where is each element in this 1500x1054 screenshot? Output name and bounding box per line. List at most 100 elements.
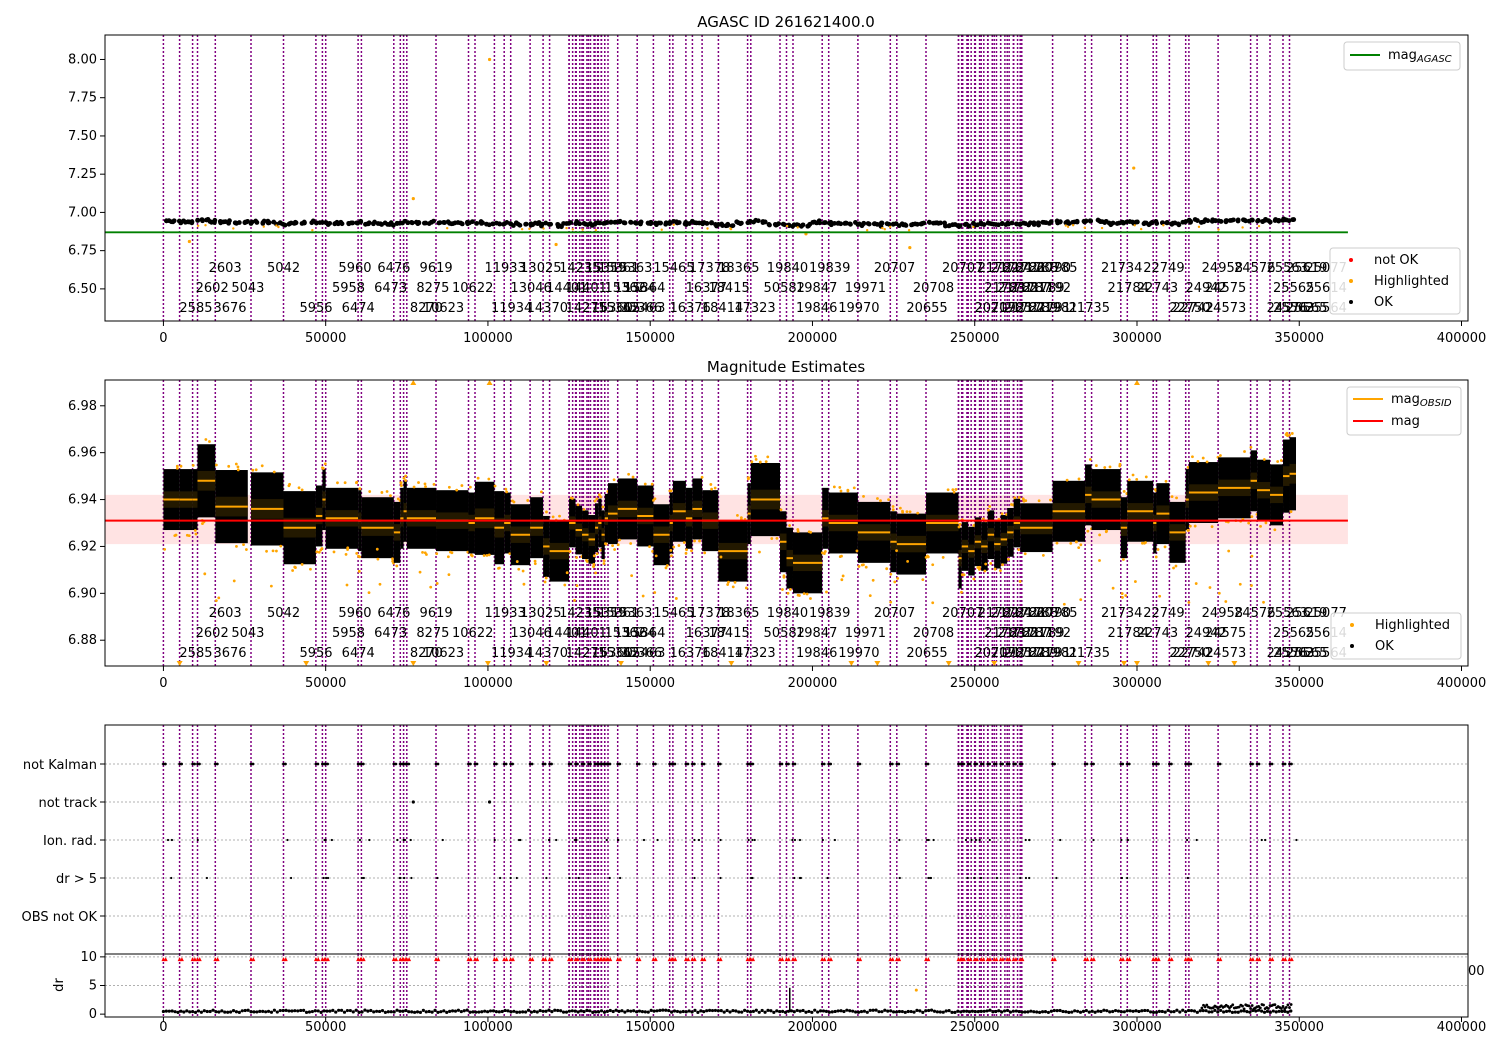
- not-ok-marker: [702, 957, 707, 962]
- highlighted-point: [693, 539, 696, 543]
- ok-point: [1083, 218, 1089, 224]
- ok-point: [1148, 220, 1154, 226]
- dr-point: [734, 1009, 738, 1013]
- flag-point: [575, 838, 578, 842]
- ok-point: [557, 223, 562, 229]
- flag-point: [608, 762, 612, 766]
- dr-point: [1052, 1008, 1056, 1013]
- ok-point: [597, 220, 603, 226]
- highlighted-point: [758, 550, 761, 554]
- highlighted-point: [709, 483, 713, 486]
- dr-point: [719, 1009, 723, 1013]
- dr-point: [544, 1009, 548, 1013]
- y-tick-label: 6.75: [68, 244, 97, 259]
- ok-point: [638, 219, 644, 225]
- flag-point: [493, 762, 496, 766]
- dr-point: [1222, 1010, 1226, 1014]
- highlighted-point: [446, 555, 450, 559]
- dr-point: [1090, 1009, 1094, 1013]
- obsid-label: 3676: [213, 301, 246, 316]
- dr-point: [448, 1009, 452, 1013]
- highlighted-point: [357, 569, 361, 573]
- highlighted-point: [908, 245, 912, 250]
- highlighted-point: [1162, 224, 1165, 227]
- highlighted-point: [1108, 465, 1112, 469]
- dr-point: [1184, 1010, 1188, 1014]
- highlighted-point: [300, 563, 304, 566]
- flag-point: [411, 800, 415, 804]
- flag-point: [671, 762, 675, 766]
- flag-point: [475, 762, 479, 766]
- highlighted-point: [294, 566, 297, 569]
- dr-point: [375, 1009, 379, 1013]
- obsid-label: 24576: [1234, 261, 1275, 276]
- ok-point: [221, 219, 226, 225]
- flag-point: [692, 762, 696, 766]
- highlighted-point: [602, 559, 606, 563]
- dr-point: [410, 1010, 414, 1014]
- ok-point: [1276, 218, 1282, 224]
- obsid-label: 13025: [520, 261, 561, 276]
- obsid-label: 24958: [1202, 261, 1243, 276]
- highlighted-point: [654, 554, 658, 558]
- dr-point: [1286, 1010, 1290, 1014]
- y-tick-label: 6.94: [68, 493, 97, 508]
- dr-point: [503, 1008, 507, 1013]
- ok-point: [938, 220, 943, 226]
- middle-legend-upper: magOBSID mag: [1346, 386, 1462, 436]
- highlighted-point: [1264, 521, 1268, 525]
- highlighted-point: [1055, 541, 1059, 545]
- flag-point: [402, 762, 405, 766]
- highlighted-point: [690, 549, 693, 553]
- highlighted-point: [575, 556, 578, 559]
- flag-point: [392, 762, 396, 766]
- obsid-label: 22749: [1143, 606, 1184, 621]
- highlighted-point: [670, 554, 673, 558]
- obsid-label: 20708: [913, 626, 954, 641]
- dr-point: [313, 1009, 317, 1013]
- obsid-label: 15360: [592, 646, 633, 661]
- flag-point: [716, 762, 720, 766]
- ok-point: [561, 221, 566, 226]
- flag-point: [196, 762, 199, 766]
- dr-point: [439, 1010, 443, 1014]
- obsid-label: 21785: [997, 281, 1038, 296]
- y-tick-label: 7.25: [68, 167, 97, 182]
- highlighted-point: [1219, 454, 1222, 457]
- highlighted-point: [424, 485, 427, 489]
- dr-point: [932, 1009, 937, 1013]
- dr-point: [576, 1010, 580, 1014]
- y-tick-label: 6.92: [68, 539, 97, 554]
- dr-point: [471, 1010, 475, 1014]
- highlighted-point: [435, 582, 439, 585]
- dr-point: [1242, 1009, 1246, 1013]
- dr-axes-frame: [104, 953, 1469, 1018]
- dr-point: [985, 1009, 989, 1013]
- obsid-label: 21192: [1030, 281, 1071, 296]
- flag-point: [924, 762, 928, 766]
- flag-point: [473, 762, 477, 766]
- ok-point: [1159, 220, 1165, 226]
- x-tick-label: 400000: [1437, 331, 1487, 346]
- x-tick-label: 350000: [1274, 1020, 1324, 1035]
- highlighted-point: [782, 575, 786, 579]
- highlighted-point: [234, 462, 238, 466]
- highlighted-point: [796, 530, 800, 533]
- flag-point: [555, 838, 558, 842]
- dr-point: [894, 1010, 899, 1014]
- highlighted-point: [788, 587, 792, 591]
- highlighted-point: [175, 466, 179, 470]
- highlighted-point: [914, 988, 918, 992]
- flag-point: [543, 762, 547, 766]
- obsid-label: 8270: [410, 646, 443, 661]
- flag-point: [323, 838, 326, 842]
- highlighted-point: [288, 482, 292, 486]
- dr-point: [395, 1008, 399, 1012]
- dr-point: [728, 1010, 732, 1014]
- obsid-label: 19971: [845, 281, 886, 296]
- obsid-label: 24576: [1267, 646, 1308, 661]
- highlighted-point: [1021, 497, 1025, 501]
- ok-point: [547, 222, 553, 227]
- dr-point: [407, 1010, 411, 1014]
